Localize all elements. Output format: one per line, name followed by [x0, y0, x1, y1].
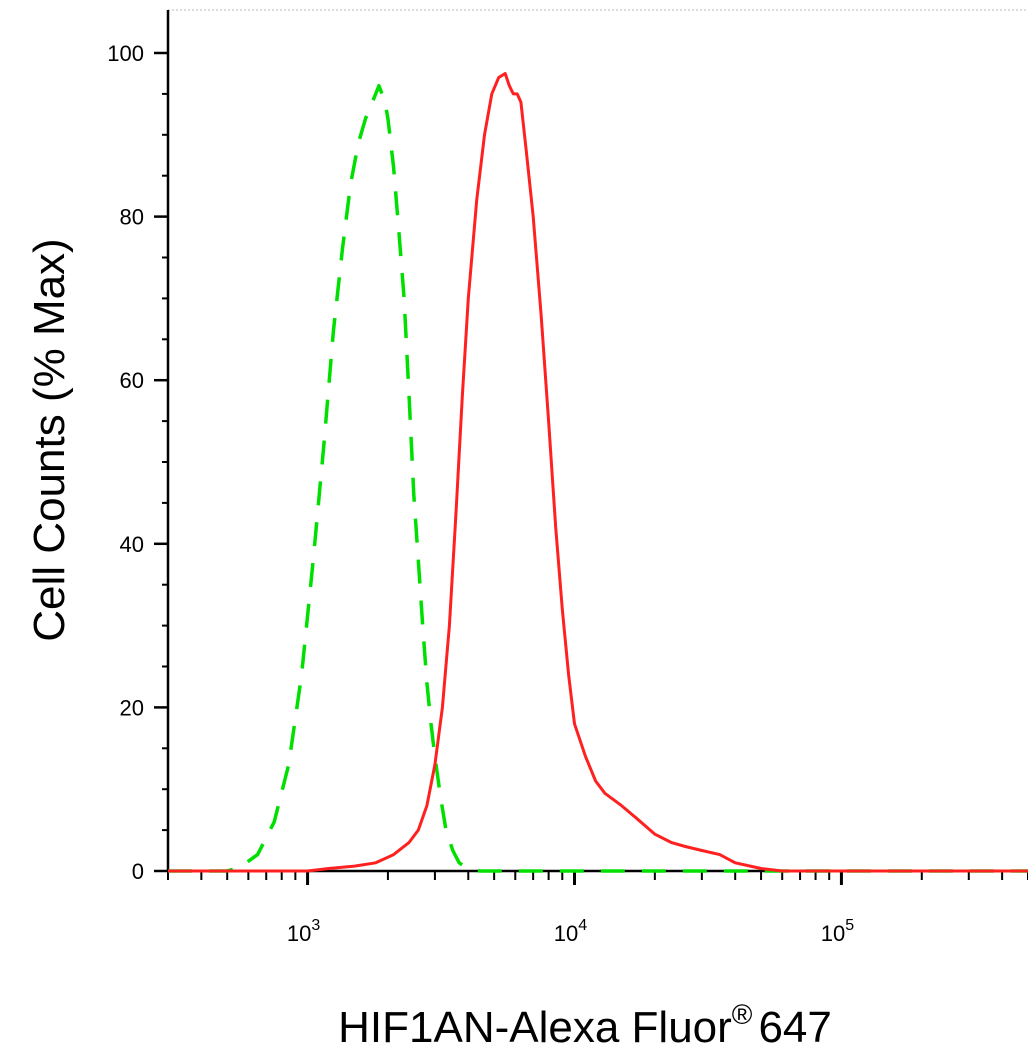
y-tick-label: 20 — [120, 695, 144, 720]
y-tick-label: 0 — [132, 859, 144, 884]
y-minor-ticks — [162, 92, 168, 832]
y-tick-label: 80 — [120, 205, 144, 230]
x-axis-title-superscript: ® — [732, 999, 753, 1030]
x-tick-label: 103 — [287, 917, 320, 946]
y-tick-label: 100 — [107, 41, 144, 66]
y-tick-label: 60 — [120, 368, 144, 393]
x-axis-title-suffix: 647 — [758, 1003, 831, 1051]
y-axis-ticks: 0 20 40 60 80 100 — [107, 41, 168, 884]
series-line-solid — [168, 72, 1028, 873]
x-axis-ticks: 103 104 105 — [167, 871, 1028, 946]
series-layer — [168, 72, 1028, 873]
series-line-dashed — [168, 83, 1028, 873]
x-axis-title-main: HIF1AN-Alexa Fluor — [338, 1003, 732, 1051]
y-tick-label: 40 — [120, 532, 144, 557]
x-axis-title: HIF1AN-Alexa Fluor® 647 — [338, 999, 832, 1051]
y-axis-title: Cell Counts (% Max) — [25, 238, 74, 641]
x-tick-label: 104 — [554, 917, 587, 946]
x-tick-label: 105 — [821, 917, 854, 946]
